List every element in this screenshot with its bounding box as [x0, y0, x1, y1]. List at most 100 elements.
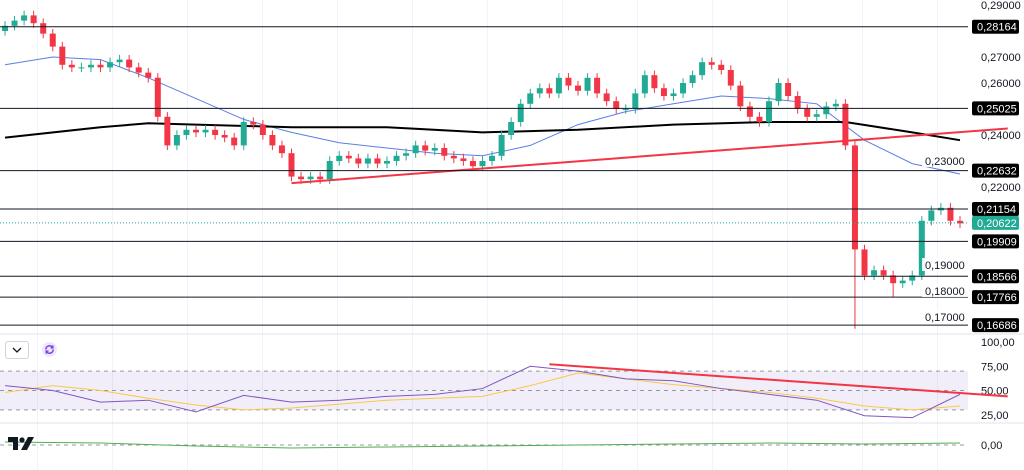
collapse-panel-button[interactable]	[5, 341, 29, 359]
candle-body	[899, 280, 906, 284]
candle-body	[288, 153, 295, 177]
candle-body	[575, 85, 581, 91]
candle-body	[775, 83, 782, 102]
candle-body	[250, 122, 257, 125]
candle-body	[613, 101, 620, 109]
candle-body	[890, 275, 897, 284]
price-tick-label: 0,23000	[925, 156, 965, 168]
price-tick-label: 0,19000	[925, 260, 965, 272]
rsi-tick-label: 100,00	[981, 337, 1015, 349]
candle-body	[145, 72, 152, 78]
candle-body	[193, 129, 199, 133]
candle-body	[660, 88, 667, 96]
candle-body	[680, 83, 687, 94]
candle-body	[154, 77, 161, 117]
candle-body	[603, 93, 610, 102]
rsi-tick-label: 75,00	[981, 361, 1009, 373]
price-tick-label: 0,22000	[981, 182, 1021, 194]
candle-body	[469, 161, 476, 167]
candle-body	[345, 155, 352, 159]
candle-body	[212, 129, 219, 135]
candle-body	[30, 15, 37, 24]
level-label: 0,22632	[977, 166, 1017, 178]
candle-body	[173, 135, 180, 146]
candle-body	[536, 88, 543, 94]
price-tick-label: 0,17000	[925, 312, 965, 324]
candle-body	[49, 33, 56, 47]
candle-body	[546, 88, 553, 94]
candle-body	[374, 158, 381, 164]
candle-body	[21, 15, 28, 21]
level-label: 0,16686	[977, 320, 1017, 332]
price-tick-label: 0,18000	[925, 286, 965, 298]
candle-body	[842, 103, 849, 146]
candle-body	[622, 109, 629, 110]
candle-body	[183, 129, 190, 135]
level-label-box	[972, 163, 1019, 178]
candle-body	[708, 62, 715, 65]
level-label-box	[972, 101, 1019, 116]
moving-average-50-line	[4, 56, 961, 175]
candle-body	[221, 135, 228, 138]
rsi-trendline	[549, 363, 1008, 398]
trendline	[291, 127, 1008, 185]
candle-body	[40, 23, 47, 34]
refresh-icon	[45, 345, 54, 354]
candle-body	[555, 77, 562, 94]
candle-body	[68, 64, 75, 68]
candle-body	[240, 122, 247, 146]
candle-body	[364, 158, 371, 164]
candle-body	[498, 135, 505, 156]
refresh-button[interactable]	[42, 342, 57, 357]
candle-body	[135, 67, 142, 73]
candle-body	[393, 155, 400, 161]
candle-body	[508, 122, 515, 135]
candle-body	[422, 145, 429, 151]
rsi-line	[4, 365, 961, 419]
candle-body	[909, 275, 916, 281]
candle-body	[861, 249, 868, 276]
level-label: 0,21154	[977, 204, 1016, 216]
candle-body	[766, 101, 772, 122]
candle-body	[918, 220, 925, 276]
candle-body	[689, 75, 696, 83]
candle-body	[307, 176, 314, 180]
candle-body	[431, 148, 438, 151]
level-label-box	[972, 269, 1019, 284]
candle-body	[851, 145, 858, 250]
candle-body	[164, 116, 171, 146]
price-tick-label: 0,26000	[981, 78, 1021, 90]
candle-body	[2, 25, 8, 31]
candle-body	[269, 135, 276, 146]
candle-body	[97, 64, 104, 68]
rsi-ma-line	[4, 372, 961, 411]
candle-body	[670, 93, 677, 96]
price-tick-backing	[922, 310, 968, 323]
price-tick-backing	[922, 284, 968, 297]
candle-body	[823, 106, 830, 115]
candle-body	[718, 64, 725, 70]
level-label-box	[972, 201, 1019, 216]
candle-body	[107, 62, 114, 68]
candle-body	[641, 75, 648, 94]
candle-body	[489, 155, 496, 161]
candle-body	[87, 64, 94, 68]
price-tick-backing	[922, 154, 968, 167]
candle-body	[479, 161, 486, 167]
level-label-box	[972, 234, 1019, 249]
tradingview-logo	[8, 437, 34, 455]
candle-body	[871, 270, 878, 276]
candle-body	[403, 153, 410, 156]
candle-body	[298, 176, 305, 180]
candle-body	[804, 109, 811, 117]
candle-body	[116, 59, 123, 63]
candle-body	[11, 20, 18, 26]
candle-body	[460, 158, 467, 161]
current-price-box	[972, 215, 1019, 230]
candle-body	[957, 220, 963, 224]
level-label: 0,28164	[977, 22, 1017, 34]
candle-body	[737, 85, 744, 107]
candle-body	[202, 129, 209, 133]
level-label: 0,17766	[977, 292, 1017, 304]
